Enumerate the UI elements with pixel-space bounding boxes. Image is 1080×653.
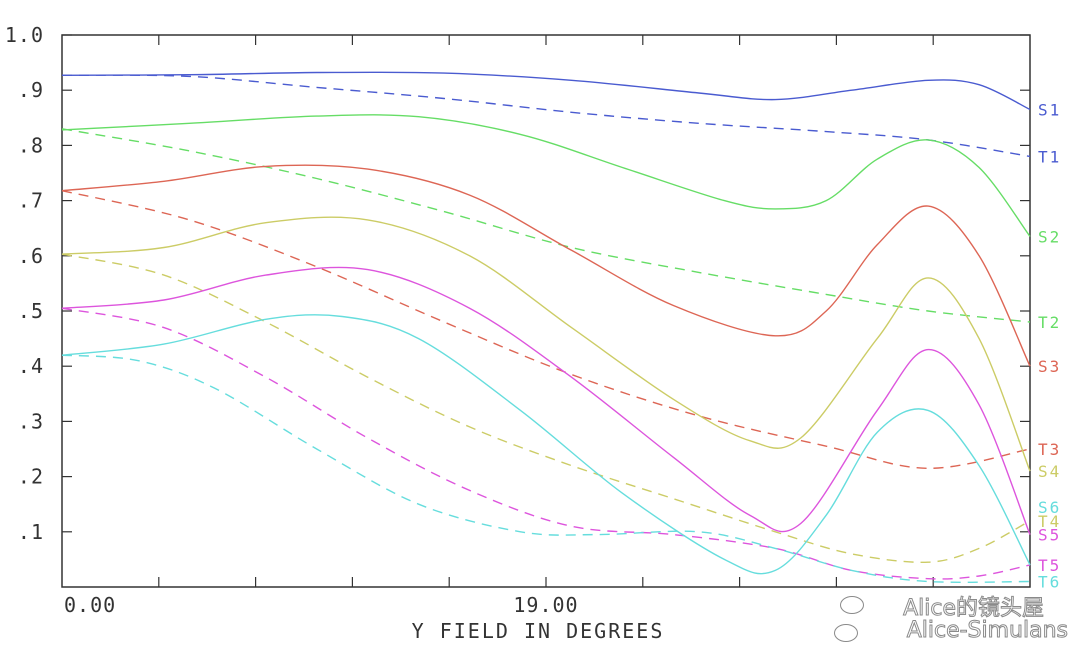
- series-label-s3: S3: [1038, 357, 1061, 376]
- series-line-s4: [61, 216, 1031, 472]
- y-tick-label: .8: [18, 133, 44, 157]
- wechat-icon: [840, 596, 864, 614]
- series-lines: [61, 71, 1031, 583]
- series-line-t1: [61, 74, 1031, 158]
- watermark-line-1: Alice的镜头屋: [903, 596, 1045, 622]
- series-label-t3: T3: [1038, 440, 1061, 459]
- y-tick-label: 1.0: [5, 23, 44, 47]
- plot-frame: [61, 34, 1031, 588]
- watermark-line-2: Alice-Simulans: [906, 618, 1068, 644]
- y-axis-ticks: .1 .2 .3 .4 .5 .6 .7 .8 .9 1.0: [5, 23, 1030, 544]
- x-axis-ticks: 0.00 19.00: [64, 35, 934, 617]
- series-label-s5: S5: [1038, 526, 1061, 545]
- series-label-t4: T4: [1038, 512, 1061, 531]
- weibo-icon: [834, 624, 858, 642]
- x-tick-label: 19.00: [513, 593, 578, 617]
- series-label-s6: S6: [1038, 498, 1061, 517]
- series-line-t6: [61, 354, 1031, 583]
- x-tick-label: 0.00: [64, 593, 116, 617]
- series-label-t6: T6: [1038, 572, 1061, 591]
- series-line-s1: [61, 71, 1031, 111]
- y-tick-label: .2: [18, 465, 44, 489]
- series-label-s4: S4: [1038, 462, 1061, 481]
- y-tick-label: .7: [18, 189, 44, 213]
- series-line-s5: [61, 266, 1031, 535]
- series-line-s3: [61, 164, 1031, 367]
- series-label-s1: S1: [1038, 101, 1061, 120]
- series-line-t3: [61, 190, 1031, 470]
- y-tick-label: .5: [18, 299, 44, 323]
- series-label-s2: S2: [1038, 227, 1061, 246]
- series-label-t1: T1: [1038, 147, 1061, 166]
- y-tick-label: .3: [18, 409, 44, 433]
- y-tick-label: .6: [18, 244, 44, 268]
- series-line-t4: [61, 253, 1031, 564]
- series-line-t5: [61, 307, 1031, 580]
- series-line-s2: [61, 114, 1031, 237]
- series-label-t2: T2: [1038, 313, 1061, 332]
- x-axis-title: Y FIELD IN DEGREES: [412, 619, 665, 643]
- y-tick-label: .1: [18, 520, 44, 544]
- series-line-t2: [61, 128, 1031, 323]
- y-tick-label: .4: [18, 354, 44, 378]
- series-line-s6: [61, 314, 1031, 575]
- series-label-t5: T5: [1038, 556, 1061, 575]
- y-tick-label: .9: [18, 78, 44, 102]
